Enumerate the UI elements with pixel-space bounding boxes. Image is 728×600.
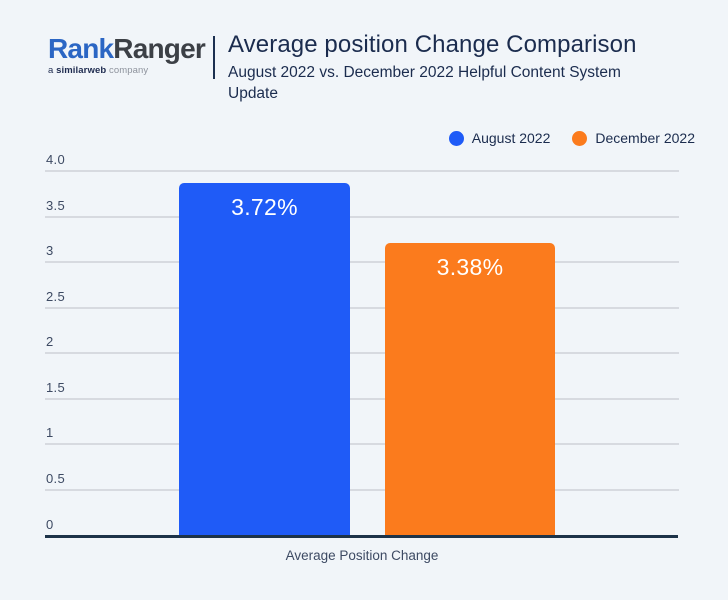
logo-rank-text: Rank (48, 33, 114, 64)
y-tick-label: 0 (46, 516, 54, 532)
y-tick-label: 3.5 (46, 197, 65, 213)
gridline (45, 170, 679, 172)
gridline (45, 261, 679, 264)
logo-tagline: a similarweb company (48, 66, 205, 76)
legend-label: December 2022 (595, 130, 695, 146)
y-tick-label: 2 (46, 334, 54, 350)
logo-wordmark: RankRanger (48, 33, 206, 64)
legend-item-december-2022: December 2022 (572, 130, 695, 146)
chart-legend: August 2022 December 2022 (448, 130, 695, 146)
tagline-prefix: a (48, 65, 57, 76)
gridline (45, 397, 679, 400)
legend-dot-icon (572, 130, 588, 146)
page-title: Average position Change Comparison (228, 31, 637, 58)
x-axis-label: Average Position Change (285, 548, 439, 563)
y-tick-label: 3 (46, 243, 54, 259)
bar-value-label: 3.72% (231, 194, 298, 220)
tagline-similarweb: similarweb (56, 65, 107, 76)
tagline-suffix: company (106, 65, 149, 76)
legend-item-august-2022: August 2022 (448, 130, 551, 146)
gridline (45, 352, 679, 355)
bar-value-label: 3.38% (436, 254, 504, 280)
y-tick-label: 1.5 (46, 379, 65, 395)
header-divider (213, 36, 215, 79)
legend-dot-icon (448, 130, 464, 146)
bar-august-2022: 3.72% (179, 183, 350, 535)
gridline (45, 443, 679, 446)
page-subtitle: August 2022 vs. December 2022 Helpful Co… (228, 64, 621, 102)
y-tick-label: 0.5 (46, 470, 65, 486)
gridline (45, 488, 679, 491)
rankranger-logo: RankRanger a similarweb company (48, 33, 206, 76)
gridline (45, 215, 679, 218)
bar-december-2022: 3.38% (385, 243, 555, 535)
x-axis-line (45, 535, 678, 538)
y-tick-label: 1 (46, 425, 54, 441)
gridline (45, 306, 679, 309)
y-tick-label: 4.0 (46, 152, 65, 167)
legend-label: August 2022 (471, 130, 551, 146)
logo-ranger-text: Ranger (113, 33, 205, 64)
y-tick-label: 2.5 (46, 288, 65, 304)
